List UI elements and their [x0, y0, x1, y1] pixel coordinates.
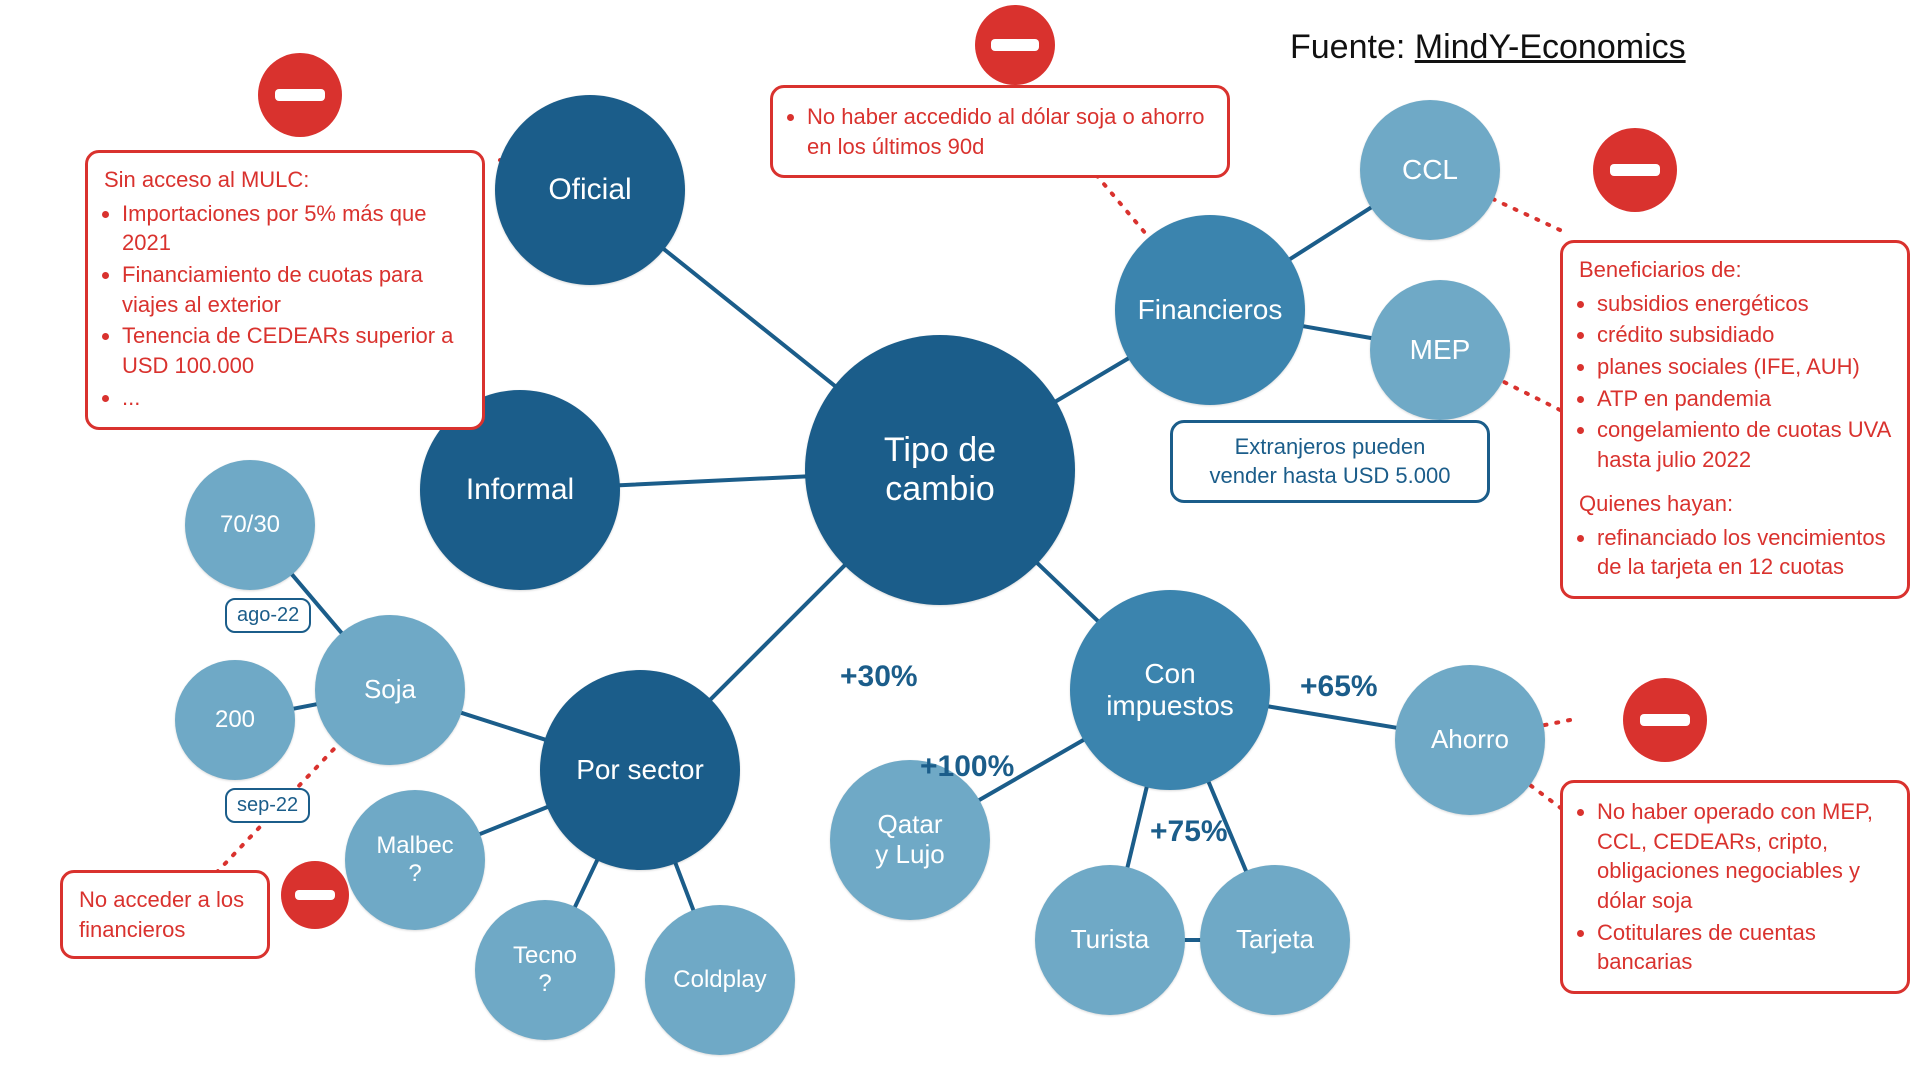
edge-solid: [1033, 559, 1102, 625]
note-item: refinanciado los vencimientos de la tarj…: [1597, 523, 1891, 582]
node-label: Tecno?: [513, 942, 577, 997]
note_ahorro2: No haber operado con MEP, CCL, CEDEARs, …: [1560, 780, 1910, 994]
node-label: 70/30: [220, 511, 280, 539]
node-turista: Turista: [1035, 865, 1185, 1015]
node-coldplay: Coldplay: [645, 905, 795, 1055]
note-item: No acceder a los financieros: [79, 885, 251, 944]
note-item: subsidios energéticos: [1597, 289, 1891, 319]
note_fin: No acceder a los financieros: [60, 870, 270, 959]
node-qatar: Qatary Lujo: [830, 760, 990, 920]
edge-solid: [458, 712, 550, 741]
note-list: Importaciones por 5% más que 2021Financi…: [104, 199, 466, 413]
edge-solid: [660, 246, 839, 390]
edge-label: +100%: [920, 750, 1014, 784]
note-item: No haber operado con MEP, CCL, CEDEARs, …: [1597, 797, 1891, 916]
node-mep: MEP: [1370, 280, 1510, 420]
node-por_sector: Por sector: [540, 670, 740, 870]
date-badge: sep-22: [225, 788, 310, 823]
edge-solid: [574, 856, 600, 910]
node-con_imp: Conimpuestos: [1070, 590, 1270, 790]
date-badge: ago-22: [225, 598, 311, 633]
note-list: No haber accedido al dólar soja o ahorro…: [789, 102, 1211, 161]
edge-solid: [707, 561, 849, 703]
node-ccl: CCL: [1360, 100, 1500, 240]
node-label: Malbec?: [376, 832, 453, 887]
prohibit-icon: [1593, 128, 1677, 212]
note-mep-foreign: Extranjeros puedenvender hasta USD 5.000: [1170, 420, 1490, 503]
note-item: No haber accedido al dólar soja o ahorro…: [807, 102, 1211, 161]
edge-solid: [1264, 706, 1400, 729]
node-label: Turista: [1071, 925, 1150, 955]
node-financieros: Financieros: [1115, 215, 1305, 405]
edge-dotted: [1540, 720, 1570, 726]
node-s7030: 70/30: [185, 460, 315, 590]
node-ahorro: Ahorro: [1395, 665, 1545, 815]
node-center: Tipo decambio: [805, 335, 1075, 605]
edge-label: +75%: [1150, 815, 1228, 849]
note-heading: Quienes hayan:: [1579, 489, 1891, 519]
node-oficial: Oficial: [495, 95, 685, 285]
note-item: congelamiento de cuotas UVA hasta julio …: [1597, 415, 1891, 474]
edge-solid: [674, 859, 695, 914]
node-label: Tarjeta: [1236, 925, 1314, 955]
node-label: Tipo decambio: [884, 431, 996, 509]
prohibit-icon: [1623, 678, 1707, 762]
node-label: Financieros: [1138, 294, 1283, 326]
node-label: Informal: [466, 473, 574, 508]
edge-solid: [1050, 356, 1132, 405]
node-label: Conimpuestos: [1106, 658, 1234, 722]
source-credit: Fuente: MindY-Economics: [1290, 28, 1686, 67]
node-label: Soja: [364, 675, 416, 705]
note-item: planes sociales (IFE, AUH): [1597, 352, 1891, 382]
node-label: Por sector: [576, 754, 704, 786]
node-label: Oficial: [548, 173, 631, 208]
source-label: Fuente:: [1290, 28, 1405, 66]
note-item: Importaciones por 5% más que 2021: [122, 199, 466, 258]
node-label: Coldplay: [673, 966, 766, 994]
note-item: Tenencia de CEDEARs superior a USD 100.0…: [122, 321, 466, 380]
note-item: ATP en pandemia: [1597, 384, 1891, 414]
node-malbec: Malbec?: [345, 790, 485, 930]
note-item: Cotitulares de cuentas bancarias: [1597, 918, 1891, 977]
edge-solid: [1299, 325, 1375, 338]
note_soja90: No haber accedido al dólar soja o ahorro…: [770, 85, 1230, 178]
edge-dotted: [1499, 380, 1560, 410]
node-label: Qatary Lujo: [875, 810, 944, 870]
edge-solid: [477, 805, 552, 835]
note-item: ...: [122, 383, 466, 413]
prohibit-icon: [975, 5, 1055, 85]
node-label: Ahorro: [1431, 725, 1509, 755]
prohibit-icon: [258, 53, 342, 137]
edge-solid: [615, 476, 812, 485]
note-list: subsidios energéticoscrédito subsidiadop…: [1579, 289, 1891, 475]
edge-dotted: [1490, 198, 1560, 230]
node-soja: Soja: [315, 615, 465, 765]
edge-solid: [1286, 206, 1374, 262]
edge-label: +30%: [840, 660, 918, 694]
node-tarjeta: Tarjeta: [1200, 865, 1350, 1015]
node-label: 200: [215, 706, 255, 734]
note-heading: Beneficiarios de:: [1579, 255, 1891, 285]
node-s200: 200: [175, 660, 295, 780]
note_mulc: Sin acceso al MULC: Importaciones por 5% …: [85, 150, 485, 430]
note-item: crédito subsidiado: [1597, 320, 1891, 350]
edge-solid: [1127, 782, 1148, 870]
source-name: MindY-Economics: [1415, 28, 1686, 66]
node-label: MEP: [1410, 334, 1471, 366]
note-list: No haber operado con MEP, CCL, CEDEARs, …: [1579, 797, 1891, 977]
note-list: refinanciado los vencimientos de la tarj…: [1579, 523, 1891, 582]
note_benef: Beneficiarios de: subsidios energéticoscr…: [1560, 240, 1910, 599]
prohibit-icon: [281, 861, 349, 929]
note-item: Financiamiento de cuotas para viajes al …: [122, 260, 466, 319]
node-label: CCL: [1402, 154, 1458, 186]
node-tecno: Tecno?: [475, 900, 615, 1040]
note-heading: Sin acceso al MULC:: [104, 165, 466, 195]
edge-label: +65%: [1300, 670, 1378, 704]
diagram-canvas: Fuente: MindY-Economics Tipo decambio Ofi…: [0, 0, 1920, 1079]
